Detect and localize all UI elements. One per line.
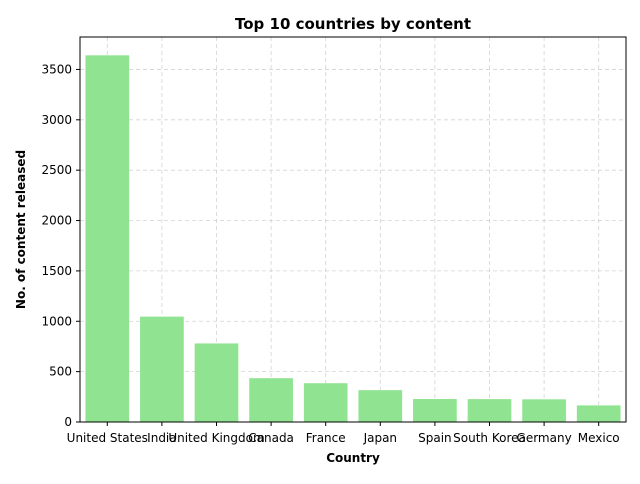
bar [576, 405, 621, 422]
y-tick-label: 3000 [41, 113, 72, 127]
y-axis-ticks: 0 500 1000 1500 2000 2500 3000 3500 [41, 62, 80, 429]
x-tick-label: Canada [248, 431, 294, 445]
x-tick-label: United States [67, 431, 148, 445]
bar [140, 316, 184, 422]
x-tick-label: Japan [363, 431, 397, 445]
bar [85, 55, 130, 422]
x-tick-label: United Kingdom [168, 431, 264, 445]
y-tick-label: 1500 [41, 264, 72, 278]
grid [80, 37, 626, 423]
y-tick-label: 2000 [41, 214, 72, 228]
bar [303, 383, 348, 422]
y-tick-label: 500 [49, 365, 72, 379]
bar [194, 343, 239, 422]
bar [413, 399, 457, 422]
chart-title: Top 10 countries by content [235, 15, 471, 33]
y-tick-label: 1000 [41, 314, 72, 328]
x-tick-label: France [306, 431, 346, 445]
plot-frame [79, 36, 627, 423]
y-axis-label: No. of content released [14, 150, 28, 309]
x-tick-label: India [147, 431, 176, 445]
x-tick-label: Spain [418, 431, 452, 445]
bar [467, 399, 512, 422]
y-tick-label: 0 [64, 415, 72, 429]
y-tick-label: 2500 [41, 163, 72, 177]
bar [358, 390, 403, 422]
x-tick-label: South Korea [453, 431, 526, 445]
bar [522, 399, 566, 422]
x-axis-label: Country [326, 451, 380, 465]
x-tick-label: Germany [517, 431, 572, 445]
x-tick-label: Mexico [578, 431, 620, 445]
bar [249, 378, 293, 422]
bars [85, 55, 621, 422]
y-tick-label: 3500 [41, 62, 72, 76]
